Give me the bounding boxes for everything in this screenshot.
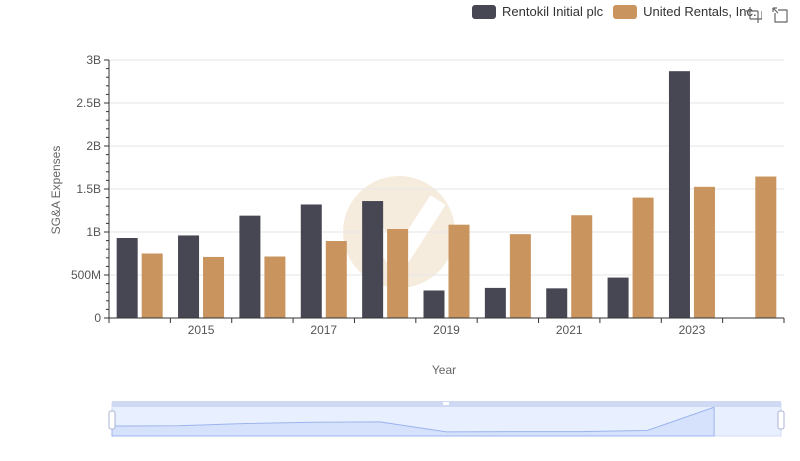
bar-rentokil-2019[interactable]: [423, 290, 445, 318]
legend-label-united-rentals: United Rentals, Inc.: [643, 4, 757, 19]
x-axis-label: Year: [431, 363, 457, 377]
x-tick-label-2017: 2017: [310, 323, 337, 337]
data-zoom-slider[interactable]: [108, 401, 785, 437]
x-tick-label-2015: 2015: [188, 323, 215, 337]
legend-swatch-rentokil: [472, 4, 496, 19]
bar-rentokil-2023[interactable]: [668, 71, 690, 319]
bar-rentokil-2018[interactable]: [362, 201, 384, 318]
restore-icon[interactable]: [772, 7, 788, 23]
bar-rentokil-2022[interactable]: [607, 277, 629, 318]
zoom-handle-left[interactable]: [108, 410, 116, 430]
x-tick-label-2023: 2023: [679, 323, 706, 337]
y-tick-label-6: 3B: [86, 53, 101, 67]
y-tick-label-1: 500M: [71, 268, 101, 282]
bar-united-rentals-2014[interactable]: [141, 253, 163, 319]
legend-label-rentokil: Rentokil Initial plc: [502, 4, 604, 19]
chart-toolbar: [746, 7, 788, 23]
bar-rentokil-2016[interactable]: [239, 215, 261, 318]
x-tick-label-2019: 2019: [433, 323, 460, 337]
zoom-preview-area: [111, 406, 715, 437]
bar-united-rentals-2015[interactable]: [203, 256, 225, 318]
bar-united-rentals-2023[interactable]: [693, 186, 715, 318]
bar-united-rentals-2022[interactable]: [632, 197, 654, 318]
bar-united-rentals-2017[interactable]: [325, 241, 347, 318]
bar-united-rentals-2018[interactable]: [387, 228, 409, 318]
y-tick-label-2: 1B: [86, 225, 101, 239]
legend-item-rentokil[interactable]: Rentokil Initial plc: [472, 4, 603, 19]
zoom-handle-right[interactable]: [777, 410, 785, 430]
y-tick-label-3: 1.5B: [76, 182, 101, 196]
bar-rentokil-2014[interactable]: [116, 238, 138, 318]
x-tick-label-2021: 2021: [556, 323, 583, 337]
y-tick-label-0: 0: [94, 311, 101, 325]
legend-swatch-united-rentals: [613, 4, 638, 19]
legend-item-united-rentals[interactable]: United Rentals, Inc.: [613, 4, 757, 19]
bar-united-rentals-2016[interactable]: [264, 256, 286, 318]
bar-rentokil-2020[interactable]: [484, 287, 506, 318]
y-tick-label-5: 2.5B: [76, 96, 101, 110]
bar-united-rentals-2021[interactable]: [571, 215, 593, 318]
y-tick-label-4: 2B: [86, 139, 101, 153]
bar-united-rentals-2020[interactable]: [509, 234, 531, 318]
y-axis-label: SG&A Expenses: [49, 145, 63, 235]
bar-united-rentals-2019[interactable]: [448, 224, 470, 318]
zoom-select-icon[interactable]: [746, 7, 762, 23]
y-tick-labels: 0 500M 1B 1.5B 2B 2.5B 3B: [71, 53, 101, 325]
axes: [104, 59, 785, 323]
legend: Rentokil Initial plc United Rentals, Inc…: [472, 4, 757, 19]
bar-united-rentals-2024[interactable]: [755, 176, 777, 318]
bar-rentokil-2015[interactable]: [178, 235, 200, 318]
zoom-grip[interactable]: [443, 402, 449, 405]
bar-rentokil-2021[interactable]: [546, 288, 568, 318]
bars: [116, 71, 777, 319]
bar-rentokil-2017[interactable]: [300, 204, 322, 318]
x-tick-labels: 2015 2017 2019 2021 2023: [188, 323, 706, 337]
